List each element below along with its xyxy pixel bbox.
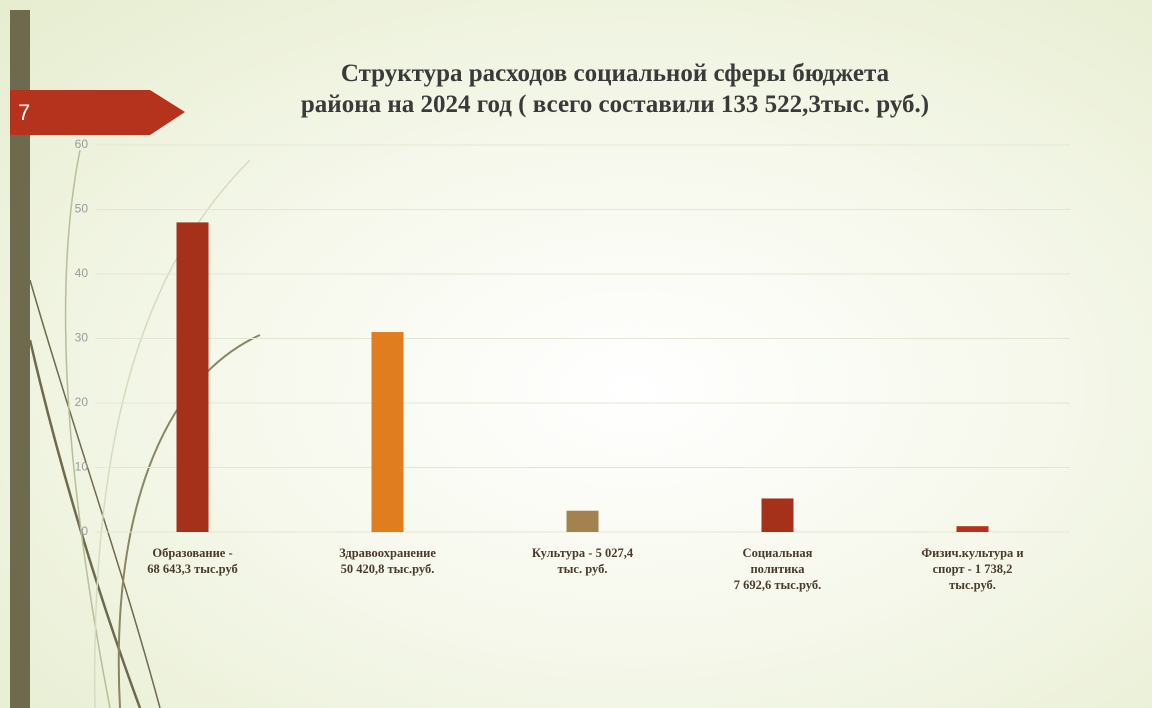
bar [371, 332, 404, 532]
bar [566, 510, 599, 532]
bar [761, 498, 794, 532]
decor-curves [28, 149, 261, 708]
slide-number-arrow [10, 90, 185, 135]
x-tick-label: Образование - 68 643,3 тыс.руб [147, 546, 238, 576]
side-bar [10, 10, 30, 708]
y-tick-label: 30 [75, 331, 89, 345]
y-tick-label: 0 [81, 524, 88, 538]
y-tick-label: 40 [75, 266, 89, 280]
slide-number: 7 [18, 100, 31, 125]
x-tick-label: Здравоохранение 50 420,8 тыс.руб. [339, 546, 436, 576]
x-tick-label: Физич.культура и спорт - 1 738,2 тыс.руб… [921, 546, 1024, 592]
y-tick-label: 20 [75, 395, 89, 409]
chart-title: Структура расходов социальной сферы бюдж… [300, 60, 930, 118]
y-tick-label: 10 [75, 460, 89, 474]
y-tick-label: 60 [75, 137, 89, 151]
bar [176, 222, 209, 532]
x-tick-label: Культура - 5 027,4 тыс. руб. [531, 546, 634, 576]
x-tick-label: Социальная политика 7 692,6 тыс.руб. [733, 546, 822, 592]
y-tick-label: 50 [75, 202, 89, 216]
bar [956, 526, 989, 532]
